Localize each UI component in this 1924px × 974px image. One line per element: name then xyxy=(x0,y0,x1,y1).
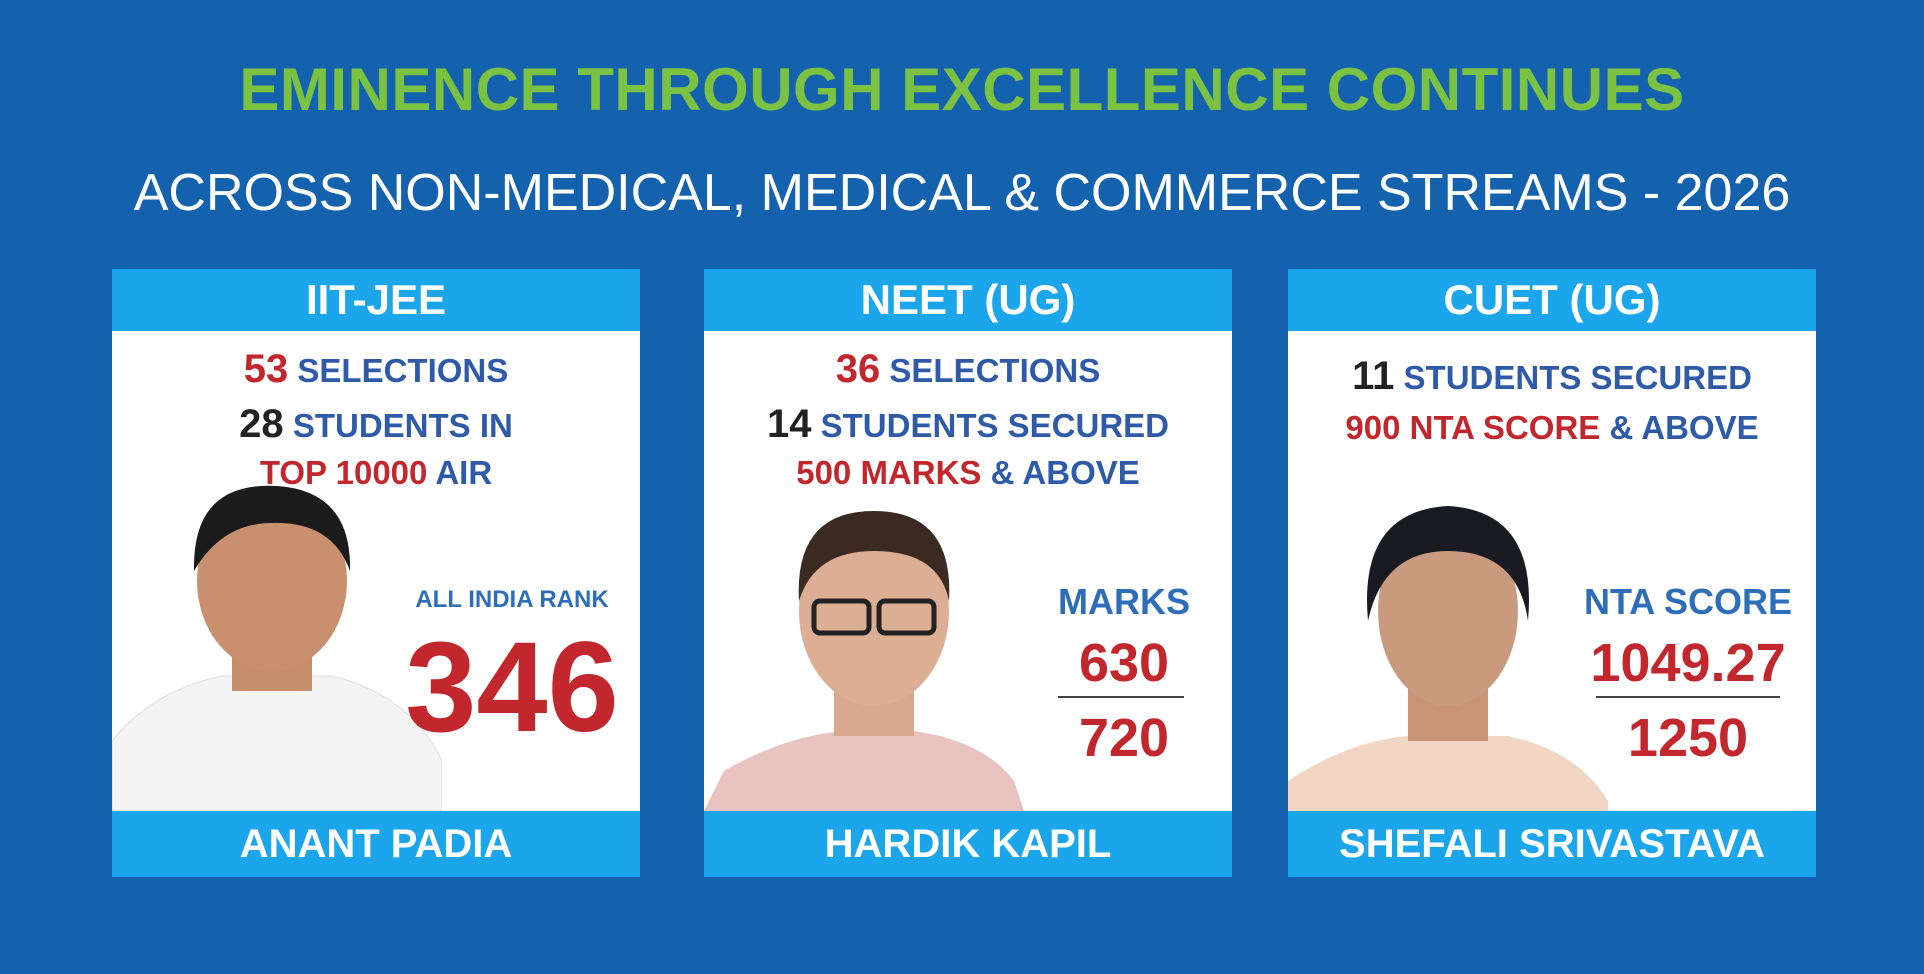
stat-value: 1049.27 xyxy=(1590,633,1786,693)
stat-total: 1250 xyxy=(1627,708,1749,768)
highlight: TOP 10000 xyxy=(259,454,428,491)
result-card: IIT-JEE 53 SELECTIONS 28 STUDENTS IN TOP… xyxy=(112,269,640,877)
stat-line: 28 STUDENTS IN xyxy=(112,402,640,447)
highlight: 900 NTA SCORE xyxy=(1345,409,1601,446)
result-card: CUET (UG) 11 STUDENTS SECURED 900 NTA SC… xyxy=(1288,269,1816,877)
fraction-rule xyxy=(1596,696,1780,698)
count: 53 xyxy=(243,347,289,391)
student-name: SHEFALI SRIVASTAVA xyxy=(1288,811,1816,877)
stat-line: TOP 10000 AIR xyxy=(112,454,640,492)
stat-label: MARKS xyxy=(1058,581,1190,622)
stat-total: 720 xyxy=(1078,708,1170,768)
card-heading: IIT-JEE xyxy=(112,269,640,331)
stat-label: ALL INDIA RANK xyxy=(415,586,609,613)
text: AIR xyxy=(435,454,493,491)
card-heading: NEET (UG) xyxy=(704,269,1232,331)
count: 36 xyxy=(835,347,881,391)
text: & ABOVE xyxy=(1609,409,1759,446)
stat-label: NTA SCORE xyxy=(1583,581,1793,622)
text: SELECTIONS xyxy=(297,352,509,389)
student-photo xyxy=(704,511,1024,811)
text: SELECTIONS xyxy=(889,352,1101,389)
student-name: ANANT PADIA xyxy=(112,811,640,877)
count: 14 xyxy=(766,402,812,446)
student-photo xyxy=(112,485,442,811)
count: 28 xyxy=(239,402,284,446)
student-photo xyxy=(1288,506,1608,811)
result-card: NEET (UG) 36 SELECTIONS 14 STUDENTS SECU… xyxy=(704,269,1232,877)
stat-line: 53 SELECTIONS xyxy=(112,347,640,392)
highlight: 500 MARKS xyxy=(796,454,982,491)
stat-line: 11 STUDENTS SECURED xyxy=(1288,354,1816,399)
card-heading: CUET (UG) xyxy=(1288,269,1816,331)
text: STUDENTS IN xyxy=(292,407,513,444)
text: & ABOVE xyxy=(990,454,1140,491)
student-name: HARDIK KAPIL xyxy=(704,811,1232,877)
stat-value: 630 xyxy=(1078,633,1170,693)
text: STUDENTS SECURED xyxy=(820,407,1170,444)
stat-line: 36 SELECTIONS xyxy=(704,347,1232,392)
stat-line: 900 NTA SCORE & ABOVE xyxy=(1288,409,1816,447)
fraction-rule xyxy=(1058,696,1184,698)
stat-line: 500 MARKS & ABOVE xyxy=(704,454,1232,492)
stat-line: 14 STUDENTS SECURED xyxy=(704,402,1232,447)
subtitle: ACROSS NON-MEDICAL, MEDICAL & COMMERCE S… xyxy=(133,164,1791,222)
stat-value: 346 xyxy=(405,616,619,759)
title: EMINENCE THROUGH EXCELLENCE CONTINUES xyxy=(239,56,1685,123)
count: 11 xyxy=(1352,354,1395,398)
text: STUDENTS SECURED xyxy=(1403,359,1752,396)
